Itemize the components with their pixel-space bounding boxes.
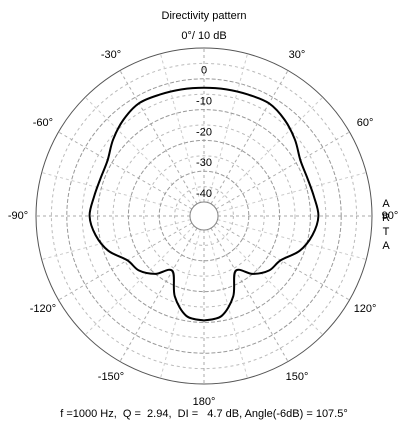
radial-grid-line bbox=[119, 70, 198, 205]
radial-grid-line bbox=[119, 227, 198, 362]
minor-radial-line bbox=[207, 53, 248, 203]
minor-radial-line bbox=[41, 219, 191, 260]
radial-grid-line bbox=[215, 131, 350, 210]
minor-radial-line bbox=[160, 53, 201, 203]
chart-title: Directivity pattern bbox=[162, 10, 247, 22]
minor-ring bbox=[81, 93, 327, 339]
ring-label: -30 bbox=[196, 157, 212, 169]
center-hole bbox=[189, 201, 219, 231]
angle-label: 120° bbox=[354, 303, 377, 315]
angle-label: -60° bbox=[33, 117, 53, 129]
ring-label: -40 bbox=[196, 188, 212, 200]
ring-grid-line bbox=[97, 109, 311, 323]
angle-label: 150° bbox=[286, 371, 309, 383]
minor-ring bbox=[112, 124, 296, 308]
ring-grid-line bbox=[127, 139, 281, 293]
minor-radial-line bbox=[217, 172, 367, 213]
minor-radial-line bbox=[160, 229, 201, 379]
ring-label: -10 bbox=[196, 96, 212, 108]
angle-label: 0°/ 10 dB bbox=[181, 30, 226, 42]
angle-label: 60° bbox=[357, 117, 374, 129]
watermark: ARTA bbox=[380, 198, 392, 254]
outer-ring bbox=[35, 47, 373, 385]
angle-label: -150° bbox=[98, 371, 124, 383]
minor-radial-line bbox=[213, 225, 324, 336]
radial-grid-line bbox=[58, 222, 193, 301]
angle-label: -30° bbox=[101, 49, 121, 61]
ring-label: 0 bbox=[201, 65, 207, 77]
radial-grid-line bbox=[210, 70, 289, 205]
angle-label: 180° bbox=[193, 396, 216, 408]
ring-label: -20 bbox=[196, 126, 212, 138]
minor-radial-line bbox=[207, 229, 248, 379]
ring-grid-line bbox=[66, 78, 342, 354]
angle-label: 30° bbox=[289, 49, 306, 61]
minor-radial-line bbox=[41, 172, 191, 213]
radial-grid-line bbox=[58, 131, 193, 210]
minor-radial-line bbox=[213, 96, 324, 207]
footer-info: f =1000 Hz, Q = 2.94, DI = 4.7 dB, Angle… bbox=[60, 408, 348, 420]
minor-ring bbox=[174, 186, 234, 246]
minor-ring bbox=[143, 155, 265, 277]
directivity-curve bbox=[88, 86, 320, 322]
minor-radial-line bbox=[217, 219, 367, 260]
minor-radial-line bbox=[84, 225, 195, 336]
minor-radial-line bbox=[84, 96, 195, 207]
angle-label: 90° bbox=[382, 210, 399, 222]
ring-grid-line bbox=[158, 170, 250, 262]
radial-grid-line bbox=[210, 227, 289, 362]
radial-grid-line bbox=[215, 222, 350, 301]
angle-label: -120° bbox=[30, 303, 56, 315]
angle-label: -90° bbox=[8, 210, 28, 222]
